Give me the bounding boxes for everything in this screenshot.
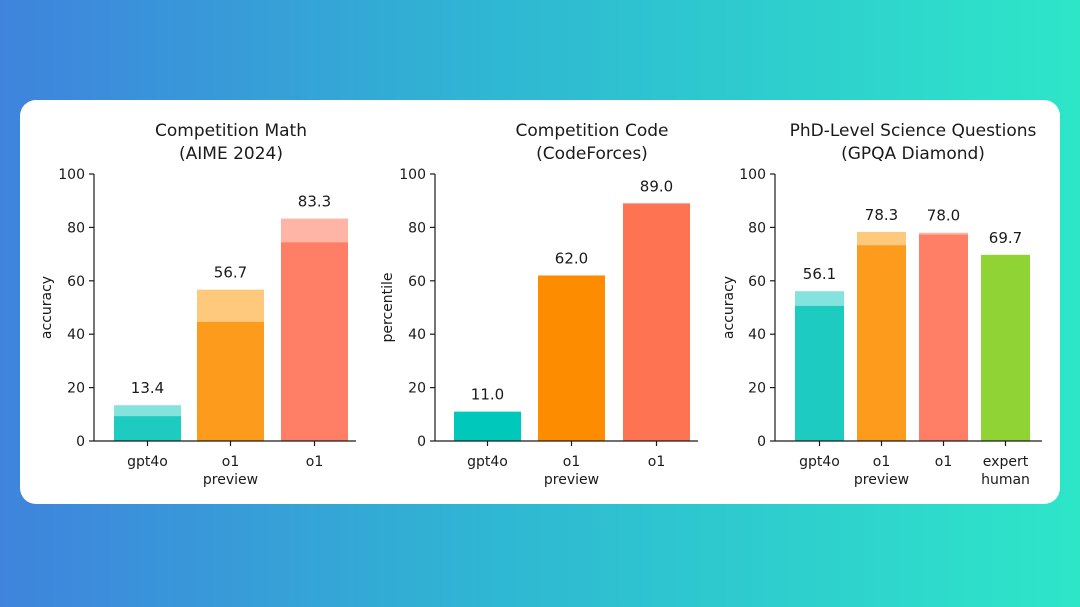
data-label: 62.0 [555,249,588,267]
bar [919,234,968,441]
category-label: human [981,472,1030,488]
category-label: expert [983,454,1029,470]
y-tick-label: 80 [748,220,766,236]
chart-title-line: (AIME 2024) [179,144,283,164]
bar [857,245,906,441]
data-label: 56.1 [803,265,836,283]
bar [454,411,521,441]
y-tick-label: 40 [408,327,426,343]
y-tick-label: 80 [408,220,426,236]
y-tick-label: 100 [399,167,426,183]
category-label: o1 [873,454,890,470]
y-tick-label: 20 [748,381,766,397]
data-label: 11.0 [471,386,504,404]
data-label: 69.7 [989,229,1022,247]
chart-title-line: Competition Code [516,121,669,141]
bar [623,203,690,441]
category-label: gpt4o [127,454,168,470]
chart-card: Competition Math (AIME 2024) accuracy 13.4 g… [20,100,1060,504]
y-tick-label: 0 [76,434,85,450]
bar [981,254,1030,441]
y-tick-label: 20 [408,381,426,397]
y-tick-label: 60 [67,274,85,290]
y-tick-label: 40 [748,327,766,343]
bar [281,242,348,441]
chart-title-line: PhD-Level Science Questions [790,121,1037,141]
y-tick-label: 0 [757,434,766,450]
category-label: preview [854,472,909,488]
category-label: gpt4o [799,454,840,470]
data-label: 89.0 [640,177,673,195]
data-label: 78.3 [865,206,898,224]
y-axis-label: percentile [380,272,396,342]
chart-title-line: (CodeForces) [536,144,648,164]
category-label: o1 [648,454,665,470]
data-label: 13.4 [131,379,164,397]
y-tick-label: 100 [739,167,766,183]
y-tick-label: 20 [67,381,85,397]
category-label: preview [203,472,258,488]
data-label: 78.0 [927,207,960,225]
chart-competition-math: Competition Math (AIME 2024) accuracy 13.4 g… [39,121,356,488]
bar [114,416,181,441]
bar [197,321,264,441]
y-tick-label: 0 [417,434,426,450]
category-label: gpt4o [467,454,508,470]
y-tick-label: 100 [58,167,85,183]
category-label: o1 [935,454,952,470]
y-tick-label: 60 [748,274,766,290]
bar [538,275,605,441]
data-label: 56.7 [214,264,247,282]
y-axis-label: accuracy [721,276,737,339]
chart-title-line: (GPQA Diamond) [841,144,985,164]
chart-phd-science: PhD-Level Science Questions (GPQA Diamond… [721,121,1042,488]
y-tick-label: 60 [408,274,426,290]
chart-title-line: Competition Math [155,121,307,141]
y-tick-label: 80 [67,220,85,236]
y-axis-label: accuracy [39,276,55,339]
category-label: preview [544,472,599,488]
category-label: o1 [563,454,580,470]
y-tick-label: 40 [67,327,85,343]
chart-competition-code: Competition Code (CodeForces) percentile 11… [380,121,698,488]
data-label: 83.3 [298,193,331,211]
bar [795,305,844,441]
category-label: o1 [222,454,239,470]
category-label: o1 [306,454,323,470]
